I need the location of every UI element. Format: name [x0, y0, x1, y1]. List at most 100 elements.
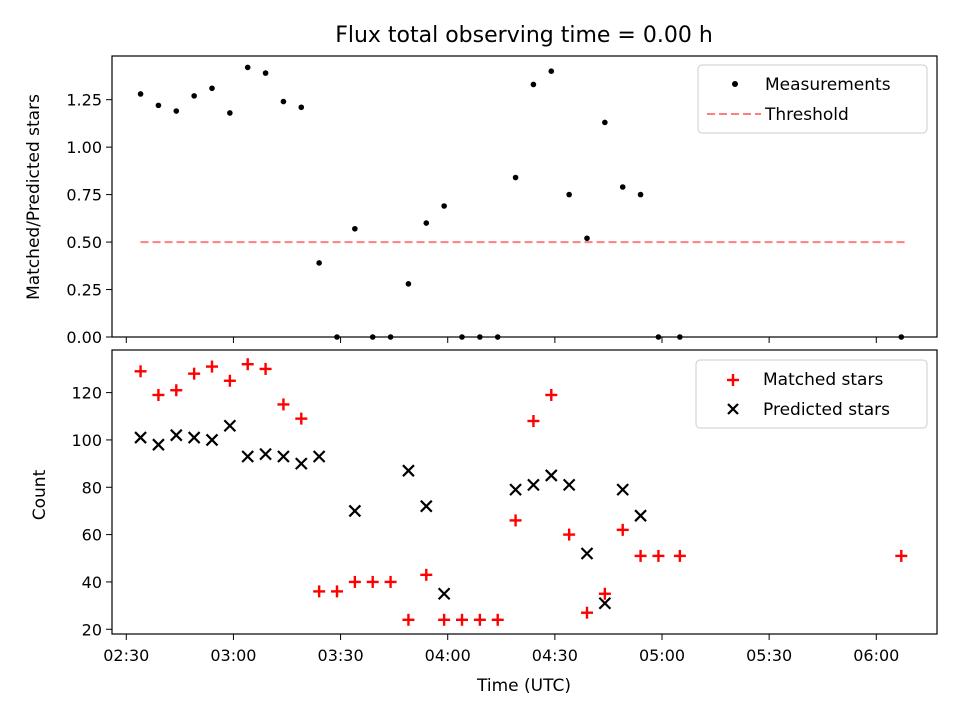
measurement-point	[227, 110, 233, 116]
measurement-point	[441, 203, 447, 209]
matched-star-point	[188, 367, 201, 380]
matched-star-point	[313, 585, 326, 598]
measurement-point	[602, 119, 608, 126]
predicted-star-point	[527, 478, 540, 492]
matched-star-point	[491, 613, 504, 626]
bottom-count-plot: 20 40 60 80 100 120 02:30 03:00 03:30 04:00 04:30 0…	[71, 358, 908, 665]
predicted-star-point	[580, 547, 594, 560]
bottom-y-tick-label: 100	[71, 431, 102, 450]
matched-star-point	[652, 549, 665, 562]
measurement-point	[566, 191, 572, 198]
predicted-star-point	[187, 431, 201, 444]
matched-star-point	[206, 360, 218, 373]
matched-star-point	[438, 613, 451, 626]
measurement-point	[244, 64, 251, 71]
measurement-point	[209, 85, 215, 92]
bottom-y-tick-label: 80	[82, 478, 102, 497]
legend-predicted-label: Predicted stars	[763, 400, 890, 420]
predicted-star-point	[223, 419, 237, 433]
measurement-point	[137, 91, 144, 97]
matched-star-point	[581, 606, 593, 619]
bottom-y-tick-label: 20	[82, 620, 102, 639]
measurement-point	[191, 93, 197, 99]
measurement-point	[262, 70, 269, 76]
measurement-point	[405, 281, 412, 287]
matched-star-point	[402, 613, 415, 626]
matched-star-point	[456, 613, 468, 626]
measurement-point	[280, 98, 287, 105]
measurement-point	[423, 220, 430, 226]
bottom-y-tick-label: 120	[71, 384, 102, 403]
top-y-tick-label: 0.75	[66, 186, 102, 205]
measurement-point	[512, 174, 519, 181]
top-y-tick-label: 1.25	[66, 91, 102, 110]
legend-measurements-label: Measurements	[765, 75, 891, 95]
predicted-star-point	[277, 450, 290, 463]
predicted-star-point	[616, 483, 629, 496]
top-y-tick-label: 1.00	[66, 138, 102, 157]
measurement-point	[530, 81, 537, 88]
predicted-star-point	[437, 587, 451, 601]
predicted-star-point	[295, 457, 308, 470]
top-legend: Measurements Threshold	[697, 64, 928, 134]
predicted-star-point	[134, 431, 147, 444]
x-tick-label: 05:30	[746, 646, 792, 665]
matched-star-point	[634, 549, 647, 562]
predicted-star-point	[402, 464, 415, 477]
matched-star-point	[170, 384, 183, 397]
x-tick-label: 02:30	[103, 646, 149, 665]
matched-star-point	[509, 514, 522, 527]
matched-star-point	[420, 568, 433, 581]
measurement-point	[619, 184, 626, 190]
bottom-axes-frame	[111, 349, 938, 635]
predicted-star-point	[509, 483, 522, 496]
matched-star-point	[563, 528, 576, 541]
measurement-point	[352, 225, 358, 232]
matched-star-point	[134, 365, 147, 378]
matched-star-point	[331, 585, 343, 598]
x-tick-label: 05:00	[639, 646, 685, 665]
predicted-star-point	[152, 438, 165, 451]
measurement-point	[173, 108, 180, 114]
predicted-star-point	[598, 596, 612, 610]
bottom-y-tick-label: 60	[82, 526, 102, 545]
top-y-tick-label: 0.50	[66, 233, 102, 252]
matched-star-point	[295, 412, 308, 425]
x-tick-label: 06:00	[853, 646, 899, 665]
predicted-star-point	[205, 433, 219, 447]
matched-star-point	[473, 613, 486, 626]
matched-star-point	[673, 549, 686, 562]
legend-threshold-label: Threshold	[764, 105, 849, 125]
predicted-star-point	[259, 447, 272, 461]
matched-star-point	[895, 549, 908, 562]
top-y-tick-label: 0.25	[66, 281, 102, 300]
matched-star-point	[366, 575, 379, 588]
predicted-star-point	[170, 428, 183, 442]
measurement-point	[298, 104, 305, 111]
bottom-legend-box	[695, 359, 928, 429]
top-axes-frame	[111, 55, 938, 338]
legend-matched-marker	[727, 374, 739, 386]
matched-star-point	[598, 587, 611, 600]
bottom-y-tick-label: 40	[82, 573, 102, 592]
legend-predicted-marker	[727, 403, 739, 415]
matched-star-point	[545, 388, 558, 401]
predicted-star-point	[312, 450, 326, 463]
legend-measurements-marker	[732, 81, 738, 87]
predicted-star-point	[545, 469, 558, 482]
predicted-star-point	[562, 478, 576, 492]
predicted-star-point	[420, 499, 433, 513]
top-ratio-plot: 0.00 0.25 0.50 0.75 1.00 1.25	[66, 64, 905, 347]
bottom-y-axis-label: Count	[30, 469, 50, 520]
measurement-point	[316, 260, 322, 266]
measurement-point	[548, 68, 555, 74]
top-y-axis-label: Matched/Predicted stars	[24, 94, 44, 300]
matched-star-point	[152, 388, 165, 401]
matched-star-point	[616, 523, 629, 536]
top-legend-box	[697, 64, 928, 134]
x-axis-label: Time (UTC)	[476, 676, 571, 696]
chart-title: Flux total observing time = 0.00 h	[335, 23, 713, 48]
matched-star-point	[223, 374, 236, 387]
measurement-point	[155, 102, 162, 109]
